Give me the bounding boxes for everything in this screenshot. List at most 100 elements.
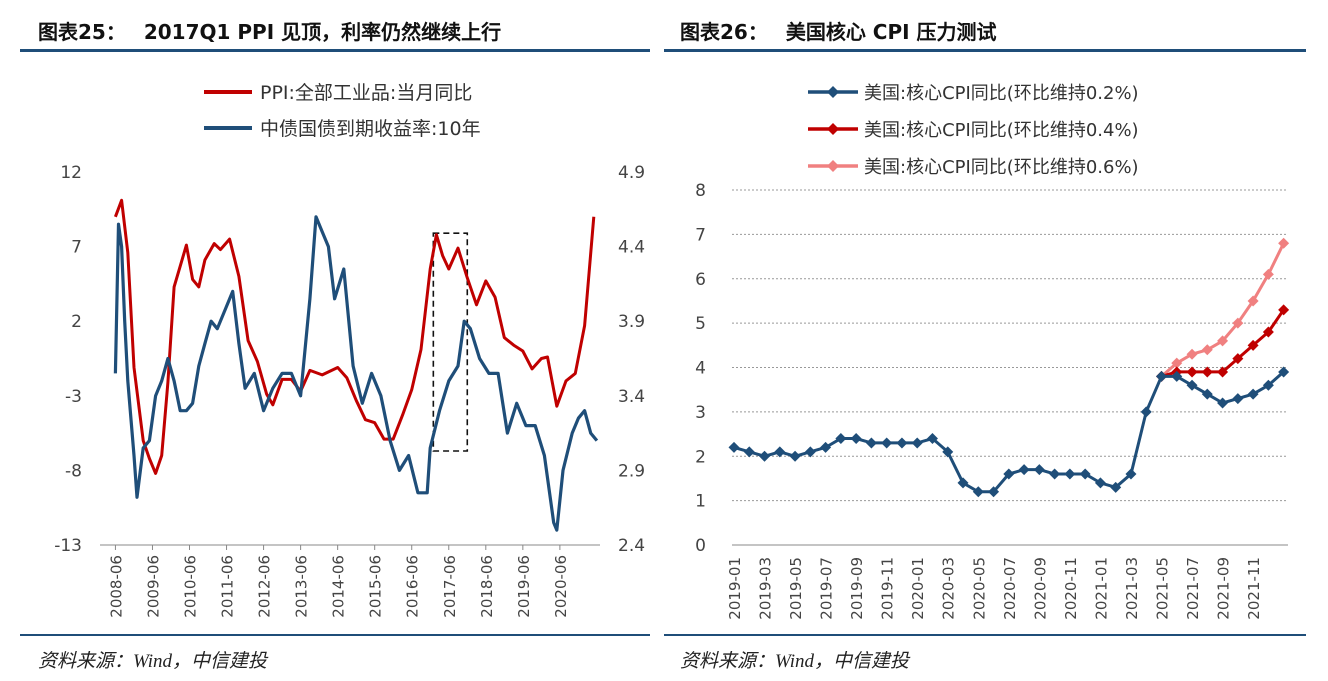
x-tick-label: 2018-06: [478, 555, 496, 618]
series-marker-0: [759, 450, 771, 462]
x-tick-label: 2016-06: [404, 555, 422, 618]
series-marker-0: [942, 446, 954, 458]
series-marker-2: [1201, 344, 1213, 356]
series-marker-0: [972, 486, 984, 498]
legend-label: 美国:核心CPI同比(环比维持0.6%): [864, 157, 1139, 178]
x-tick-label: 2019-05: [787, 557, 805, 620]
x-tick-label: 2020-03: [940, 557, 958, 620]
ppi-yield-line-chart: 12 7 2 -3 -8 -13 4.9 4.4 3.9 3.4 2.9 2.4 2008-06 2009…: [54, 82, 645, 618]
series-marker-0: [1247, 388, 1259, 400]
series-marker-0: [820, 441, 832, 453]
y-right-tick-label: 3.9: [618, 312, 645, 332]
series-marker-0: [1125, 468, 1137, 480]
x-tick-label: 2017-06: [441, 555, 459, 618]
series-marker-2: [1171, 357, 1183, 369]
series-marker-0: [1278, 366, 1290, 378]
series-marker-0: [1201, 388, 1213, 400]
us-core-cpi-line-chart: 0 1 2 3 4 5 6 7 8 2019-01 2019-03 2019-05 2019-07 201…: [695, 83, 1290, 620]
x-tick-label: 2010-06: [182, 555, 200, 618]
y-left-tick-label: -8: [65, 461, 82, 481]
series-marker-0: [1155, 370, 1167, 382]
series-marker-1: [1278, 304, 1290, 316]
x-tick-label: 2021-01: [1092, 557, 1110, 620]
y-left-tick-label: 2: [71, 312, 82, 332]
y-left-tick-label: -13: [54, 536, 82, 556]
series-marker-0: [789, 450, 801, 462]
chart-title: 图表26： 美国核心 CPI 压力测试: [680, 16, 997, 45]
x-tick-label: 2015-06: [367, 555, 385, 618]
series-marker-0: [1232, 393, 1244, 405]
series-marker-1: [1186, 366, 1198, 378]
series-marker-0: [926, 433, 938, 444]
series-marker-0: [1064, 468, 1076, 480]
x-tick-label: 2021-03: [1123, 557, 1141, 620]
chart-title: 图表25： 2017Q1 PPI 见顶，利率仍然继续上行: [38, 16, 501, 45]
series-marker-0: [774, 446, 786, 458]
series-marker-0: [1094, 477, 1106, 489]
source-note: 资料来源：Wind，中信建投: [680, 651, 910, 672]
x-tick-label: 2021-05: [1153, 557, 1171, 620]
y-right-tick-label: 2.9: [618, 461, 645, 481]
x-tick-label: 2021-09: [1215, 557, 1233, 620]
x-tick-label: 2009-06: [144, 555, 162, 618]
x-tick-label: 2020-05: [970, 557, 988, 620]
series-marker-0: [1110, 481, 1122, 493]
figure-number: 图表25：: [38, 20, 126, 44]
y-tick-label: 0: [695, 536, 706, 556]
series-marker-2: [1247, 295, 1259, 307]
series-marker-1: [1201, 366, 1213, 378]
series-marker-2: [1217, 335, 1229, 347]
x-tick-label: 2020-09: [1031, 557, 1049, 620]
series-marker-0: [835, 433, 847, 444]
x-tick-label: 2020-06: [552, 555, 570, 618]
x-tick-label: 2020-11: [1062, 557, 1080, 620]
y-tick-label: 1: [695, 492, 706, 512]
chart-panel-ppi-yield: 图表25： 2017Q1 PPI 见顶，利率仍然继续上行 12 7 2 -3 -8 -13 4…: [20, 16, 650, 672]
legend-marker: [827, 86, 839, 98]
series-marker-2: [1278, 237, 1290, 249]
y-tick-label: 7: [695, 225, 706, 245]
x-tick-label: 2020-07: [1001, 557, 1019, 620]
x-tick-label: 2019-06: [515, 555, 533, 618]
y-right-tick-label: 3.4: [618, 387, 645, 407]
legend-label: PPI:全部工业品:当月同比: [260, 82, 472, 104]
series-marker-0: [896, 437, 908, 449]
series-line-yield: [113, 215, 599, 532]
y-right-tick-label: 2.4: [618, 536, 645, 556]
series-marker-2: [1232, 317, 1244, 329]
y-right-tick-label: 4.4: [618, 238, 645, 258]
figure-title-text: 2017Q1 PPI 见顶，利率仍然继续上行: [143, 20, 502, 44]
legend-label: 美国:核心CPI同比(环比维持0.4%): [864, 120, 1139, 141]
series-marker-1: [1262, 326, 1274, 338]
x-tick-label: 2021-07: [1184, 557, 1202, 620]
series-marker-0: [804, 446, 816, 458]
x-tick-label: 2020-01: [909, 557, 927, 620]
series-marker-2: [1186, 348, 1198, 360]
y-tick-label: 3: [695, 403, 706, 423]
y-tick-label: 2: [695, 447, 706, 467]
x-tick-label: 2019-01: [726, 557, 744, 620]
series-marker-0: [728, 441, 740, 453]
series-marker-0: [988, 486, 1000, 498]
series-line-2: [1160, 242, 1285, 378]
series-marker-0: [1018, 464, 1030, 476]
figure-number: 图表26：: [680, 20, 768, 44]
x-tick-label: 2019-11: [879, 557, 897, 620]
series-marker-0: [1171, 370, 1183, 382]
series-marker-2: [1262, 268, 1274, 280]
title-rule: [20, 49, 650, 52]
y-tick-label: 4: [695, 359, 706, 379]
legend-label: 中债国债到期收益率:10年: [260, 118, 481, 140]
series-marker-1: [1217, 366, 1229, 378]
series-line-ppi: [113, 198, 596, 475]
series-marker-1: [1247, 339, 1259, 351]
series-marker-0: [911, 437, 923, 449]
y-left-tick-label: -3: [65, 387, 82, 407]
series-marker-0: [1140, 406, 1152, 418]
x-tick-label: 2019-09: [848, 557, 866, 620]
legend-marker: [827, 123, 839, 135]
chart-panel-us-core-cpi: 图表26： 美国核心 CPI 压力测试 0 1 2 3 4 5 6 7 8 2019-01 2019-…: [664, 0, 1328, 681]
x-tick-label: 2013-06: [293, 555, 311, 618]
y-left-tick-label: 7: [71, 238, 82, 258]
series-marker-0: [1186, 379, 1198, 391]
